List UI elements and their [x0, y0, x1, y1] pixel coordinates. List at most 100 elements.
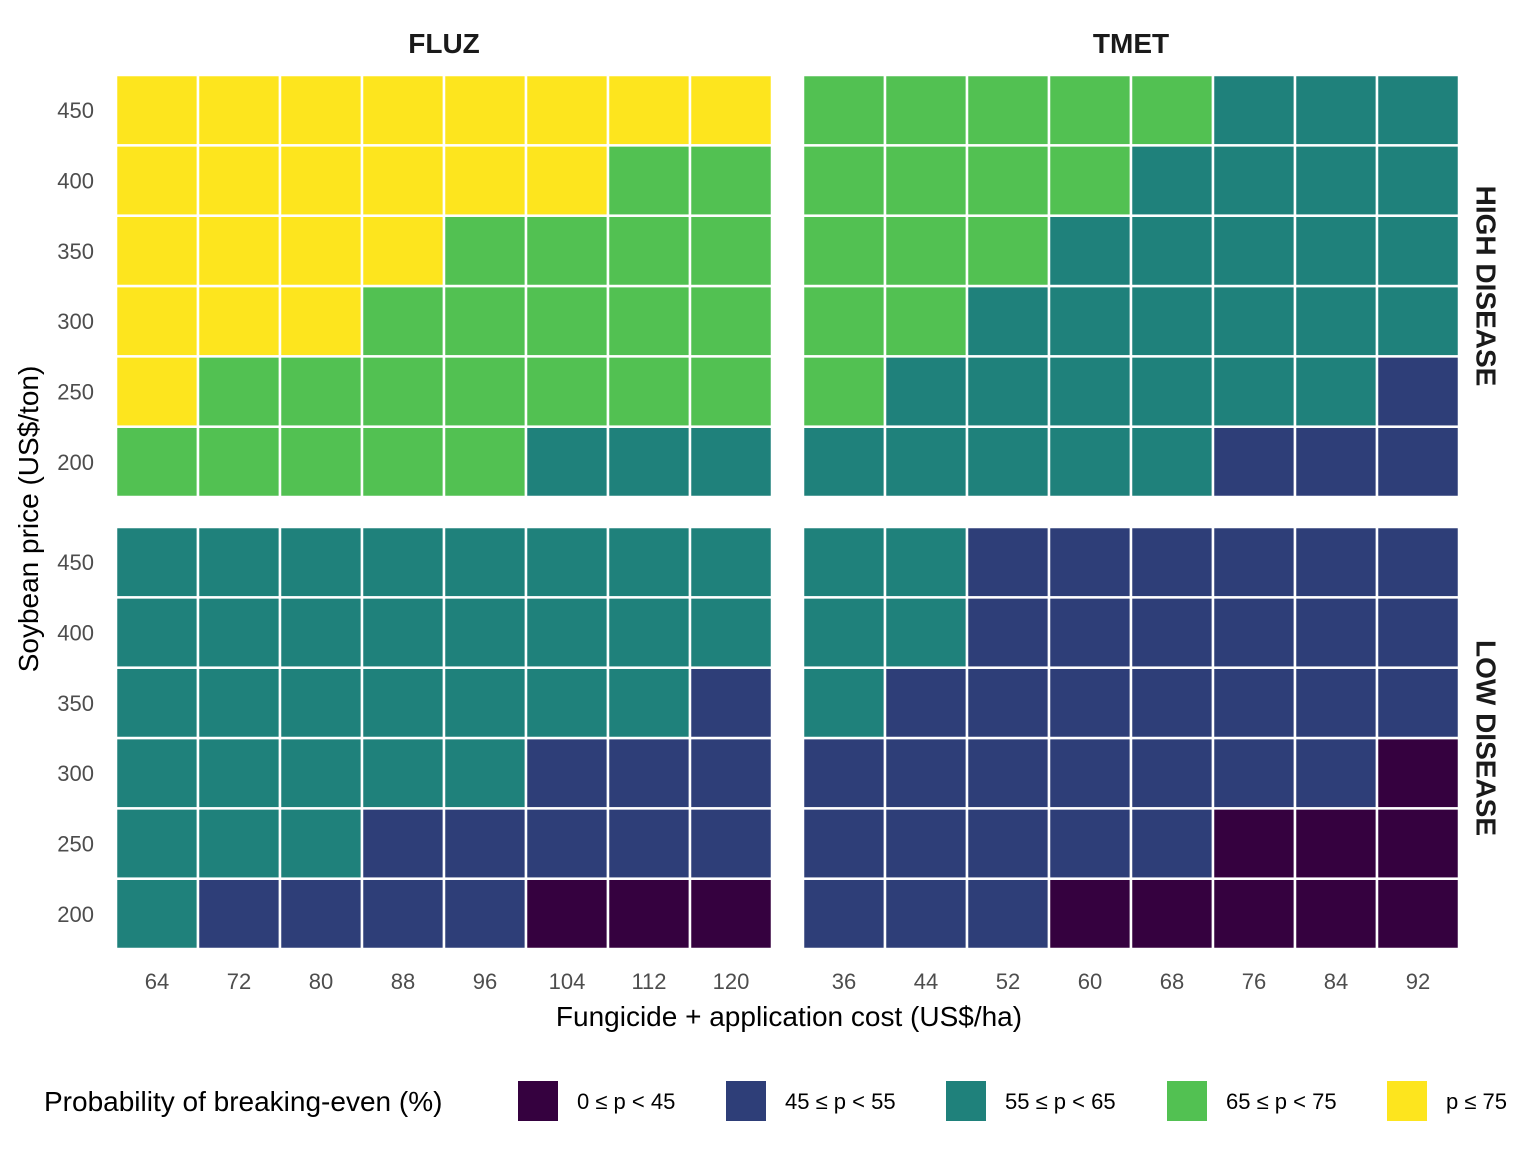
- heatmap-cell: [883, 596, 969, 669]
- heatmap-cell: [114, 807, 200, 880]
- x-tick-label: 96: [473, 969, 497, 994]
- heatmap-cell: [965, 144, 1051, 217]
- legend-title: Probability of breaking-even (%): [44, 1086, 442, 1117]
- heatmap-cell: [196, 807, 282, 880]
- heatmap-cell: [1211, 877, 1297, 951]
- heatmap-cell: [1129, 144, 1215, 217]
- heatmap-cell: [965, 807, 1051, 880]
- heatmap-cell: [883, 284, 969, 358]
- x-tick-label: 84: [1324, 969, 1348, 994]
- heatmap-cell: [1293, 355, 1379, 428]
- heatmap-cell: [442, 666, 528, 740]
- y-tick-label: 200: [57, 902, 94, 927]
- heatmap-cell: [883, 214, 969, 288]
- legend-label: p ≤ 75: [1446, 1089, 1507, 1114]
- heatmap-cell: [1293, 525, 1379, 599]
- x-tick-label: 44: [914, 969, 938, 994]
- heatmap-cell: [114, 355, 200, 428]
- heatmap-cell: [278, 807, 364, 880]
- heatmap-cell: [688, 807, 774, 880]
- heatmap-cell: [196, 596, 282, 669]
- heatmap-cell: [196, 736, 282, 810]
- heatmap-cell: [114, 214, 200, 288]
- legend-item: 55 ≤ p < 65: [946, 1081, 1116, 1121]
- heatmap-cell: [965, 214, 1051, 288]
- heatmap-cell: [442, 144, 528, 217]
- heatmap-cell: [1293, 666, 1379, 740]
- x-tick-label: 60: [1078, 969, 1102, 994]
- x-axis-title: Fungicide + application cost (US$/ha): [556, 1001, 1022, 1032]
- heatmap-cell: [1047, 596, 1133, 669]
- heatmap-cell: [883, 877, 969, 951]
- heatmap-cell: [688, 355, 774, 428]
- heatmap-cell: [688, 736, 774, 810]
- y-tick-label: 450: [57, 550, 94, 575]
- heatmap-cell: [360, 73, 446, 147]
- heatmap-cell: [1047, 525, 1133, 599]
- x-tick-label: 80: [309, 969, 333, 994]
- heatmap-cell: [1129, 736, 1215, 810]
- facet-strips: FLUZ TMET HIGH DISEASE LOW DISEASE: [408, 28, 1501, 836]
- y-tick-label: 200: [57, 450, 94, 475]
- heatmap-cell: [606, 214, 692, 288]
- y-tick-label: 250: [57, 832, 94, 857]
- heatmap-cell: [442, 425, 528, 499]
- heatmap-cell: [801, 525, 887, 599]
- heatmap-cell: [360, 144, 446, 217]
- heatmap-cell: [801, 807, 887, 880]
- y-tick-label: 250: [57, 380, 94, 405]
- facet-label-row: HIGH DISEASE: [1471, 186, 1502, 387]
- heatmap-cell: [801, 73, 887, 147]
- heatmap-cell: [606, 355, 692, 428]
- heatmap-cell: [114, 596, 200, 669]
- heatmap-cell: [1129, 666, 1215, 740]
- heatmap-cell: [442, 807, 528, 880]
- heatmap-cell: [442, 73, 528, 147]
- heatmap-cell: [1293, 144, 1379, 217]
- heatmap-cell: [278, 525, 364, 599]
- y-tick-labels: 200 250 300 350 400 450 200 250 300 350 400 450: [57, 98, 94, 927]
- heatmap-cell: [1211, 355, 1297, 428]
- x-tick-label: 76: [1242, 969, 1266, 994]
- heatmap-cell: [278, 355, 364, 428]
- heatmap-cell: [114, 144, 200, 217]
- heatmap-cell: [1375, 596, 1461, 669]
- heatmap-cell: [606, 877, 692, 951]
- heatmap-cell: [1211, 736, 1297, 810]
- heatmap-cell: [688, 877, 774, 951]
- heatmap-cell: [1047, 877, 1133, 951]
- heatmap-cell: [196, 666, 282, 740]
- heatmap-cell: [524, 214, 610, 288]
- heatmap-cell: [688, 425, 774, 499]
- heatmap-cell: [114, 666, 200, 740]
- y-tick-label: 450: [57, 98, 94, 123]
- x-tick-label: 92: [1406, 969, 1430, 994]
- heatmap-cell: [965, 736, 1051, 810]
- heatmap-cell: [1211, 73, 1297, 147]
- heatmap-cell: [524, 666, 610, 740]
- panels: [114, 73, 1461, 951]
- heatmap-cell: [1129, 355, 1215, 428]
- heatmap-cell: [524, 525, 610, 599]
- panel-fluz-high-disease: [114, 73, 774, 499]
- heatmap-cell: [1293, 807, 1379, 880]
- heatmap-cell: [688, 284, 774, 358]
- heatmap-cell: [114, 877, 200, 951]
- legend: Probability of breaking-even (%) 0 ≤ p <…: [44, 1081, 1507, 1121]
- heatmap-cell: [360, 525, 446, 599]
- legend-label: 0 ≤ p < 45: [577, 1089, 675, 1114]
- heatmap-cell: [442, 525, 528, 599]
- heatmap-cell: [801, 425, 887, 499]
- heatmap-cell: [1293, 284, 1379, 358]
- legend-item: 65 ≤ p < 75: [1167, 1081, 1337, 1121]
- y-tick-label: 300: [57, 761, 94, 786]
- panel-tmet-low-disease: [801, 525, 1461, 951]
- heatmap-cell: [278, 144, 364, 217]
- heatmap-cell: [196, 284, 282, 358]
- x-tick-label: 120: [713, 969, 750, 994]
- heatmap-cell: [442, 596, 528, 669]
- heatmap-cell: [1047, 425, 1133, 499]
- heatmap-cell: [1375, 877, 1461, 951]
- y-tick-label: 400: [57, 169, 94, 194]
- heatmap-cell: [360, 214, 446, 288]
